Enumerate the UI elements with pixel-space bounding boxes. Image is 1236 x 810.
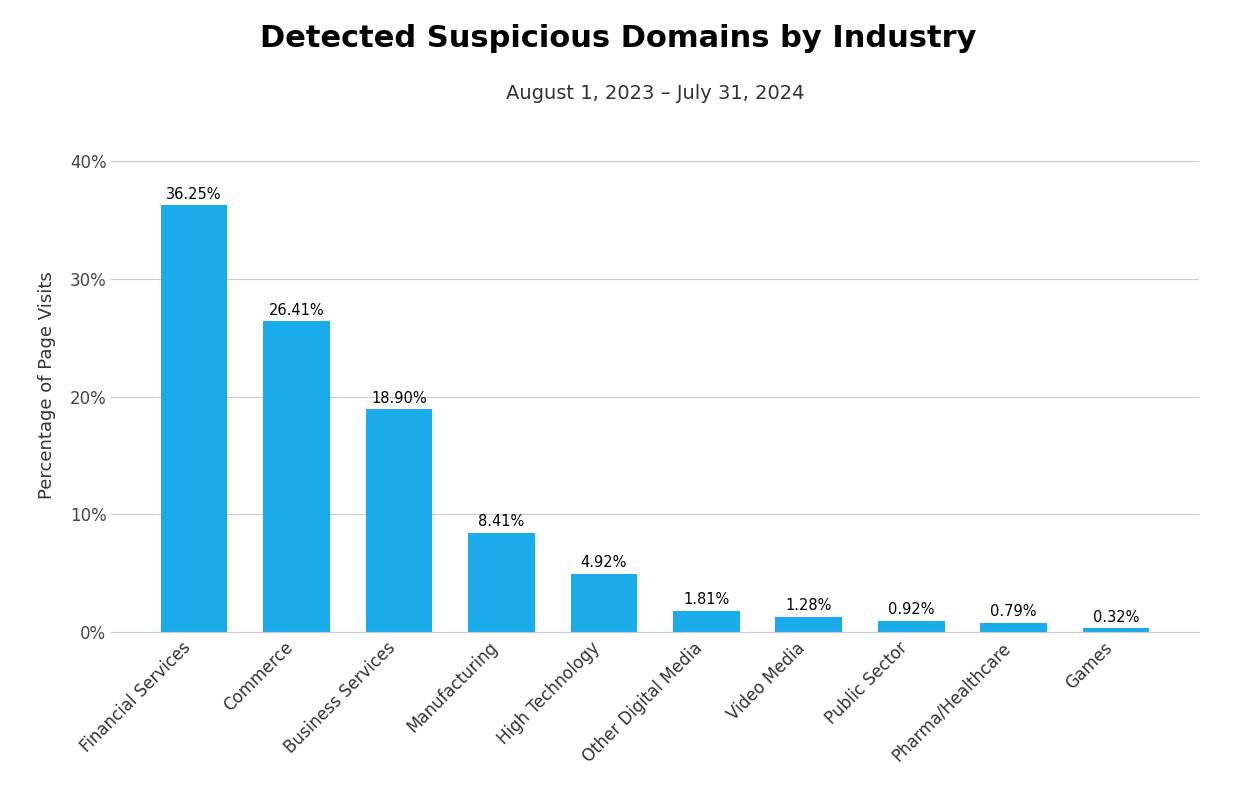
Text: 1.28%: 1.28% — [786, 599, 832, 613]
Bar — [571, 574, 637, 632]
Bar — [468, 533, 535, 632]
Bar — [366, 410, 433, 632]
Y-axis label: Percentage of Page Visits: Percentage of Page Visits — [38, 271, 56, 499]
Text: 8.41%: 8.41% — [478, 514, 524, 529]
Bar — [878, 621, 944, 632]
Text: 0.92%: 0.92% — [887, 603, 934, 617]
Text: 18.90%: 18.90% — [371, 391, 426, 406]
Title: August 1, 2023 – July 31, 2024: August 1, 2023 – July 31, 2024 — [506, 83, 805, 103]
Bar — [263, 321, 330, 632]
Text: 26.41%: 26.41% — [268, 303, 324, 318]
Text: Detected Suspicious Domains by Industry: Detected Suspicious Domains by Industry — [260, 24, 976, 53]
Bar — [1083, 628, 1149, 632]
Bar — [980, 623, 1047, 632]
Text: 0.32%: 0.32% — [1093, 609, 1140, 625]
Bar — [674, 611, 739, 632]
Text: 4.92%: 4.92% — [581, 556, 627, 570]
Text: 1.81%: 1.81% — [684, 592, 729, 607]
Bar — [775, 616, 842, 632]
Bar — [161, 206, 227, 632]
Text: 0.79%: 0.79% — [990, 604, 1037, 619]
Text: 36.25%: 36.25% — [166, 187, 221, 202]
